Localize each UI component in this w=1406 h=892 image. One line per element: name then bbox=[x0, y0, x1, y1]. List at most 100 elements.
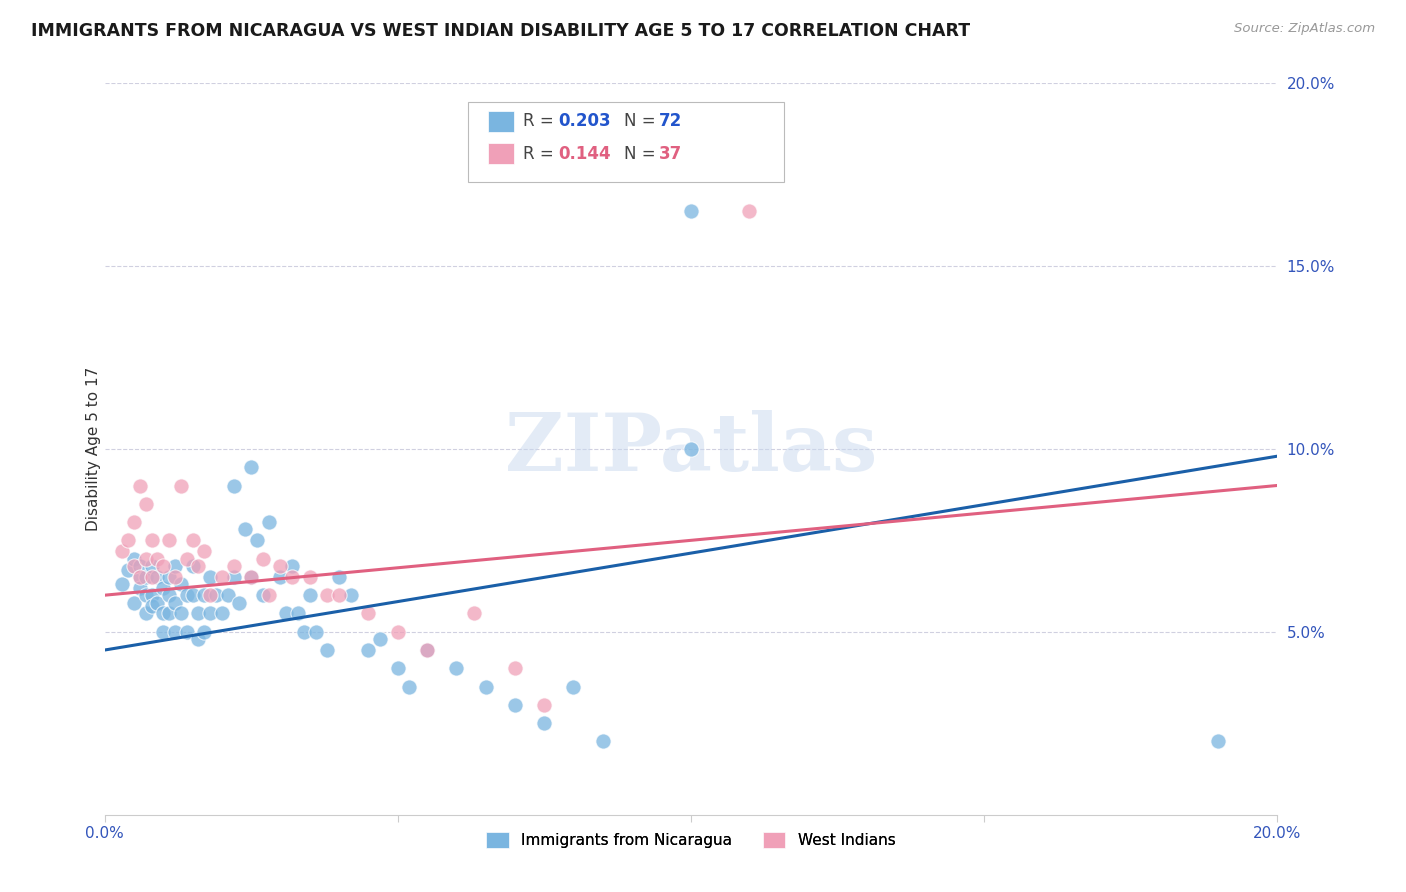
Point bbox=[357, 607, 380, 621]
Point bbox=[193, 624, 215, 639]
Point bbox=[135, 497, 157, 511]
Point bbox=[211, 570, 233, 584]
Point bbox=[117, 563, 139, 577]
Point bbox=[240, 570, 263, 584]
Point bbox=[304, 624, 326, 639]
Point bbox=[328, 570, 350, 584]
Point bbox=[157, 588, 180, 602]
Point bbox=[111, 577, 134, 591]
Point bbox=[141, 533, 163, 548]
Point bbox=[368, 632, 391, 646]
Point bbox=[128, 478, 150, 492]
Point bbox=[339, 588, 361, 602]
Y-axis label: Disability Age 5 to 17: Disability Age 5 to 17 bbox=[86, 367, 101, 531]
Point bbox=[205, 588, 228, 602]
Point bbox=[157, 533, 180, 548]
Point bbox=[416, 643, 439, 657]
Point bbox=[152, 624, 174, 639]
Point bbox=[316, 643, 339, 657]
Point bbox=[679, 204, 702, 219]
Point bbox=[679, 442, 702, 456]
Point bbox=[193, 544, 215, 558]
Point bbox=[122, 595, 145, 609]
Point bbox=[416, 643, 439, 657]
Point bbox=[141, 599, 163, 614]
Point bbox=[387, 624, 409, 639]
Point bbox=[187, 607, 209, 621]
Point bbox=[122, 515, 145, 529]
Point bbox=[463, 607, 485, 621]
Point bbox=[328, 588, 350, 602]
Point bbox=[170, 577, 193, 591]
Point bbox=[163, 570, 186, 584]
Point bbox=[240, 570, 263, 584]
Point bbox=[170, 478, 193, 492]
Point bbox=[252, 551, 274, 566]
Point bbox=[292, 624, 315, 639]
Point bbox=[122, 551, 145, 566]
Point bbox=[181, 533, 204, 548]
Point bbox=[533, 716, 555, 731]
Point bbox=[135, 588, 157, 602]
Point bbox=[193, 588, 215, 602]
Point bbox=[198, 570, 221, 584]
Text: ZIPatlas: ZIPatlas bbox=[505, 410, 877, 488]
Point bbox=[222, 570, 245, 584]
Point bbox=[170, 607, 193, 621]
FancyBboxPatch shape bbox=[488, 112, 513, 132]
Point bbox=[117, 533, 139, 548]
Point bbox=[298, 588, 321, 602]
Point bbox=[281, 558, 304, 573]
Point bbox=[141, 588, 163, 602]
Point bbox=[128, 558, 150, 573]
Text: IMMIGRANTS FROM NICARAGUA VS WEST INDIAN DISABILITY AGE 5 TO 17 CORRELATION CHAR: IMMIGRANTS FROM NICARAGUA VS WEST INDIAN… bbox=[31, 22, 970, 40]
Point bbox=[176, 624, 198, 639]
Text: N =: N = bbox=[624, 112, 661, 130]
Point bbox=[176, 551, 198, 566]
Point bbox=[298, 570, 321, 584]
Point bbox=[357, 643, 380, 657]
Point bbox=[152, 607, 174, 621]
FancyBboxPatch shape bbox=[468, 102, 785, 182]
Point bbox=[446, 661, 468, 675]
Point bbox=[276, 607, 298, 621]
Point bbox=[222, 558, 245, 573]
Text: R =: R = bbox=[523, 145, 560, 162]
Point bbox=[141, 570, 163, 584]
Point bbox=[181, 588, 204, 602]
Text: N =: N = bbox=[624, 145, 661, 162]
Point bbox=[152, 558, 174, 573]
Point bbox=[269, 570, 291, 584]
Point bbox=[135, 570, 157, 584]
Point bbox=[398, 680, 420, 694]
Text: 0.144: 0.144 bbox=[558, 145, 610, 162]
Point bbox=[246, 533, 269, 548]
Point bbox=[181, 558, 204, 573]
Point bbox=[176, 588, 198, 602]
Point bbox=[163, 558, 186, 573]
Text: 0.203: 0.203 bbox=[558, 112, 610, 130]
Point bbox=[257, 515, 280, 529]
Point bbox=[211, 607, 233, 621]
Point bbox=[122, 558, 145, 573]
Point bbox=[128, 570, 150, 584]
Point bbox=[257, 588, 280, 602]
Point bbox=[128, 570, 150, 584]
Point bbox=[111, 544, 134, 558]
Point bbox=[157, 570, 180, 584]
Text: 72: 72 bbox=[659, 112, 682, 130]
Point bbox=[141, 558, 163, 573]
Point bbox=[592, 734, 614, 748]
Point bbox=[1206, 734, 1229, 748]
Point bbox=[533, 698, 555, 712]
Point bbox=[503, 661, 526, 675]
Point bbox=[152, 581, 174, 595]
Point bbox=[233, 522, 256, 536]
Point bbox=[562, 680, 585, 694]
Point bbox=[146, 551, 169, 566]
Point bbox=[252, 588, 274, 602]
Point bbox=[163, 624, 186, 639]
Point bbox=[157, 607, 180, 621]
Point bbox=[738, 204, 761, 219]
Text: Source: ZipAtlas.com: Source: ZipAtlas.com bbox=[1234, 22, 1375, 36]
